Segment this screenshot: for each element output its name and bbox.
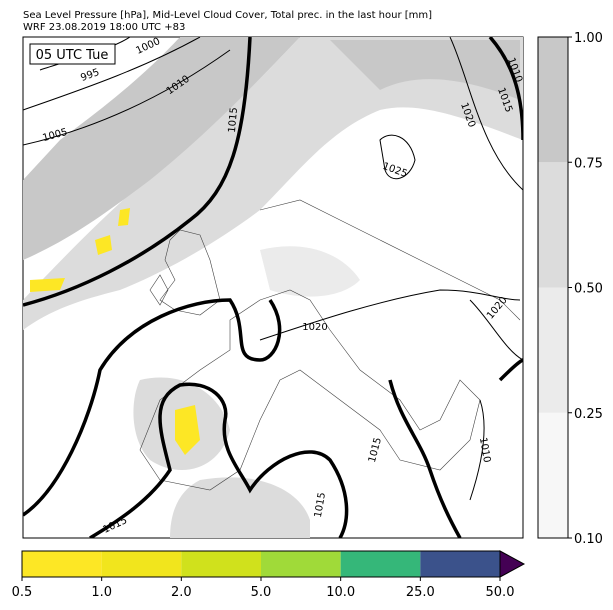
title: Sea Level Pressure [hPa], Mid-Level Clou… — [23, 10, 432, 21]
colorbar-segment — [181, 551, 261, 577]
cloud-colorbar: 0.10 0.25 0.50 0.75 1.00 — [537, 31, 603, 547]
colorbar-segment — [538, 287, 568, 413]
colorbar-tick-label: 1.0 — [91, 585, 112, 600]
cloud-area — [330, 40, 520, 100]
isobar — [488, 37, 523, 141]
isobar — [89, 382, 349, 538]
colorbar-tick-label: 1.00 — [574, 31, 603, 46]
colorbar-tick-label: 25.0 — [406, 585, 435, 600]
subtitle: WRF 23.08.2019 18:00 UTC +83 — [23, 22, 185, 33]
colorbar-tick-label: 0.25 — [574, 407, 603, 422]
precip-area — [30, 208, 200, 455]
cloud-area — [23, 37, 523, 330]
colorbar-tick-label: 50.0 — [486, 585, 515, 600]
isobar-label: 1015 — [313, 492, 328, 519]
colorbar-tick-label: 0.50 — [574, 282, 603, 297]
colorbar-tick-label: 10.0 — [326, 585, 355, 600]
isobar — [23, 298, 282, 517]
colorbar-segment — [22, 551, 102, 577]
time-box — [29, 43, 116, 65]
colorbar-tick-label: 0.5 — [12, 585, 33, 600]
isobar-label: 1015 — [227, 107, 240, 133]
cloud-area — [23, 37, 300, 260]
coastline — [139, 199, 521, 491]
colorbar-segment — [538, 162, 568, 288]
cloud-area — [260, 246, 360, 297]
colorbar-tick-label: 0.10 — [574, 532, 603, 547]
colorbar-segment — [101, 551, 182, 577]
precip-colorbar: 0.5 1.0 2.0 5.0 10.0 25.0 50.0 — [12, 550, 526, 600]
colorbar-extension — [499, 550, 526, 578]
colorbar-segment — [538, 412, 568, 538]
colorbar-tick-label: 5.0 — [251, 585, 272, 600]
colorbar-tick-label: 0.75 — [574, 156, 603, 171]
colorbar-segment — [420, 551, 500, 577]
colorbar-segment — [261, 551, 341, 577]
isobar-label: 1010 — [477, 437, 492, 464]
map-content — [23, 37, 523, 538]
cloud-area — [170, 477, 310, 538]
map: 995 1000 1005 1010 1015 1020 1010 1015 1… — [22, 36, 524, 539]
colorbar-segment — [538, 37, 568, 163]
time-label: 05 UTC Tue — [36, 48, 109, 63]
colorbar-tick-label: 2.0 — [171, 585, 192, 600]
colorbar-segment — [340, 551, 421, 577]
isobar — [23, 37, 252, 307]
isobar-label: 1020 — [302, 322, 327, 333]
